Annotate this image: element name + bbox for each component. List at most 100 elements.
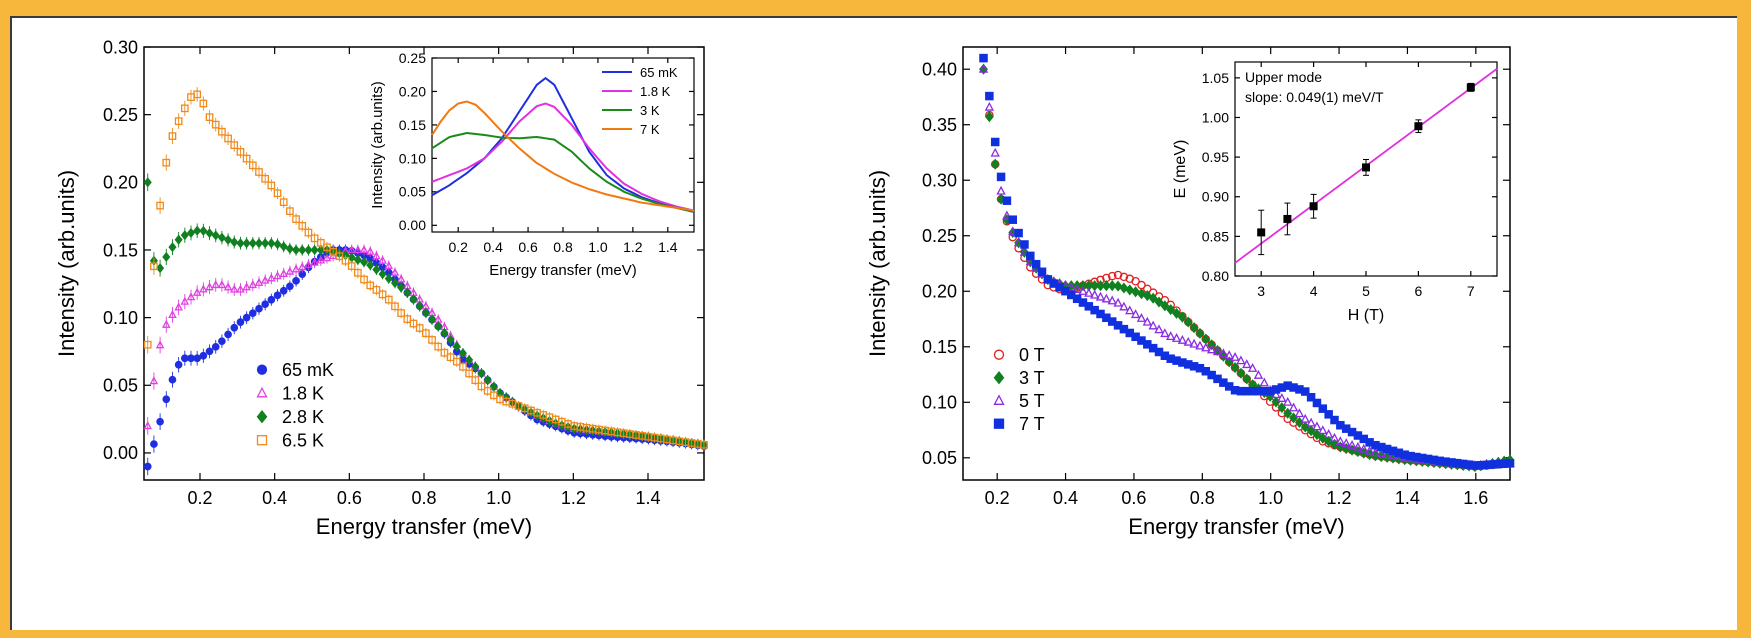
data-point	[359, 245, 369, 254]
data-point	[143, 420, 153, 430]
data-point	[1078, 285, 1088, 295]
data-point	[298, 221, 307, 230]
data-point	[1323, 429, 1334, 438]
data-point	[211, 230, 220, 241]
data-point	[199, 99, 208, 108]
inset-annotation: slope: 0.049(1) meV/T	[1245, 89, 1384, 105]
data-point	[1137, 288, 1146, 300]
data-point	[273, 291, 282, 300]
data-point	[1113, 297, 1123, 307]
data-point	[1306, 392, 1316, 402]
data-point	[261, 238, 270, 249]
data-point	[242, 282, 251, 291]
data-point	[1026, 251, 1035, 261]
data-point	[403, 287, 412, 298]
right-y-tick-label: 0.15	[922, 337, 957, 357]
legend-marker	[993, 394, 1005, 405]
data-point	[168, 309, 177, 319]
data-point	[260, 275, 270, 284]
data-point	[323, 243, 331, 252]
data-point	[199, 284, 208, 293]
right-chart: 0.2 0.4 0.6 0.8 1.0 1.2 1.4 1.6 0.05 0.10 0.15 0.20…	[865, 46, 1515, 539]
data-point	[168, 132, 177, 140]
data-point	[1341, 438, 1351, 447]
inset-legend-label: 65 mK	[640, 65, 678, 80]
data-point	[310, 257, 319, 266]
data-point	[1119, 272, 1129, 282]
data-point	[372, 251, 381, 260]
data-point	[1183, 316, 1193, 328]
left-inset-y-tick-label: 0.10	[399, 150, 426, 166]
data-point	[1131, 286, 1141, 298]
data-point	[465, 369, 473, 378]
data-point	[248, 161, 257, 170]
data-point	[1020, 240, 1029, 249]
data-point	[1101, 280, 1111, 292]
data-point	[267, 238, 276, 249]
legend-label: 65 mK	[282, 360, 334, 380]
data-point	[409, 294, 418, 305]
legend-label: 3 T	[1019, 368, 1045, 388]
data-point	[1148, 320, 1158, 330]
left-x-axis-label: Energy transfer (meV)	[316, 514, 532, 539]
data-point	[1201, 342, 1211, 352]
data-point	[1236, 367, 1246, 379]
left-inset-x-tick-label: 1.0	[588, 239, 608, 255]
inset-line-3-K	[431, 131, 695, 213]
data-point	[1160, 300, 1170, 312]
data-point	[1370, 447, 1381, 457]
data-point	[1312, 398, 1322, 408]
data-point	[297, 262, 307, 271]
data-point	[1177, 311, 1187, 323]
data-point	[217, 232, 226, 243]
data-point	[1335, 436, 1346, 446]
data-point	[1330, 415, 1339, 425]
data-point	[353, 245, 363, 254]
right-inset-y-tick-label: 0.90	[1202, 189, 1229, 205]
left-inset-y-tick-label: 0.20	[399, 83, 426, 99]
data-point	[396, 274, 406, 283]
data-point	[304, 259, 313, 269]
left-x-tick-label: 0.6	[337, 488, 362, 508]
data-point	[1312, 421, 1322, 431]
left-inset-x-tick-label: 0.6	[518, 239, 538, 255]
data-point	[1136, 312, 1147, 322]
legend-label: 7 T	[1019, 414, 1045, 434]
left-x-tick-label: 0.8	[411, 488, 436, 508]
left-inset-y-tick-label: 0.25	[399, 50, 426, 66]
data-point	[218, 127, 226, 136]
right-inset-x-tick-label: 4	[1310, 283, 1318, 299]
right-x-tick-label: 0.4	[1053, 488, 1078, 508]
data-point	[452, 357, 461, 366]
data-point	[1014, 228, 1023, 238]
inset-legend-label: 7 K	[640, 122, 660, 137]
data-point	[1257, 228, 1266, 237]
data-point	[291, 264, 301, 273]
legend-marker	[993, 349, 1005, 360]
data-point	[1318, 425, 1328, 435]
left-inset: 0.2 0.4 0.6 0.8 1.0 1.2 1.4 0.00 0.05 0.10 0.15 0.2…	[369, 50, 695, 279]
data-point	[199, 225, 208, 236]
data-point	[459, 362, 467, 371]
data-point	[1166, 331, 1176, 341]
data-point	[384, 260, 394, 270]
data-point	[242, 154, 251, 163]
data-point	[996, 172, 1006, 182]
left-chart: 0.2 0.4 0.6 0.8 1.0 1.2 1.4 0.00 0.05 0.10 0.15 0.2…	[54, 37, 709, 539]
right-inset-y-tick-label: 0.85	[1202, 228, 1229, 244]
data-point	[217, 280, 227, 289]
data-point	[292, 215, 300, 223]
data-point	[1329, 432, 1340, 442]
data-point	[286, 207, 294, 215]
right-y-tick-label: 0.35	[922, 115, 957, 135]
data-point	[298, 244, 307, 256]
data-point	[192, 287, 202, 296]
data-point	[490, 391, 498, 400]
left-y-tick-label: 0.30	[103, 37, 138, 57]
data-point	[366, 281, 375, 290]
data-point	[1259, 377, 1269, 387]
right-x-tick-label: 1.0	[1258, 488, 1283, 508]
data-point	[261, 300, 270, 309]
data-point	[1466, 83, 1475, 92]
legend-marker	[256, 435, 268, 446]
